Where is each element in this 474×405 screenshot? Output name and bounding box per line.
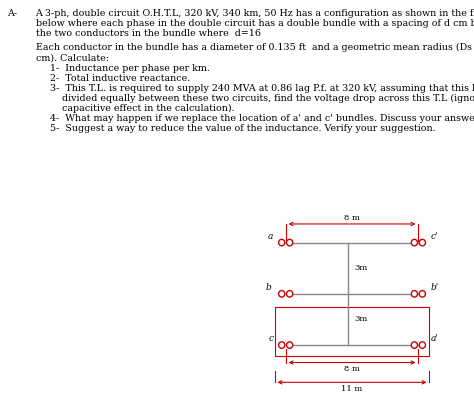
Text: below where each phase in the double circuit has a double bundle with a spacing : below where each phase in the double cir… — [36, 19, 474, 28]
Circle shape — [419, 239, 426, 246]
Text: 3m: 3m — [354, 315, 367, 324]
Text: divided equally between these two circuits, find the voltage drop across this T.: divided equally between these two circui… — [62, 94, 474, 103]
Text: Each conductor in the bundle has a diameter of 0.135 ft  and a geometric mean ra: Each conductor in the bundle has a diame… — [36, 43, 474, 53]
Text: 3-  This T.L. is required to supply 240 MVA at 0.86 lag P.f. at 320 kV, assuming: 3- This T.L. is required to supply 240 M… — [50, 84, 474, 93]
Text: 3m: 3m — [354, 264, 367, 272]
Circle shape — [419, 290, 426, 297]
Text: A 3-ph, double circuit O.H.T.L, 320 kV, 340 km, 50 Hz has a configuration as sho: A 3-ph, double circuit O.H.T.L, 320 kV, … — [36, 9, 474, 18]
Text: A-: A- — [7, 9, 17, 18]
Text: a': a' — [430, 334, 438, 343]
Circle shape — [419, 342, 426, 348]
Text: capacitive effect in the calculation).: capacitive effect in the calculation). — [62, 104, 234, 113]
Circle shape — [287, 290, 293, 297]
Text: cm). Calculate:: cm). Calculate: — [36, 53, 109, 62]
Circle shape — [287, 342, 293, 348]
Text: 1-  Inductance per phase per km.: 1- Inductance per phase per km. — [50, 64, 210, 72]
Circle shape — [279, 342, 285, 348]
Text: b': b' — [430, 283, 439, 292]
Text: 8 m: 8 m — [344, 213, 360, 222]
Circle shape — [411, 290, 418, 297]
Text: a: a — [268, 232, 273, 241]
Text: 5-  Suggest a way to reduce the value of the inductance. Verify your suggestion.: 5- Suggest a way to reduce the value of … — [50, 124, 436, 133]
Circle shape — [411, 239, 418, 246]
Text: 2-  Total inductive reactance.: 2- Total inductive reactance. — [50, 74, 190, 83]
Text: c: c — [268, 334, 273, 343]
Text: 11 m: 11 m — [341, 385, 363, 393]
Text: the two conductors in the bundle where  d=16: the two conductors in the bundle where d… — [36, 29, 261, 38]
Circle shape — [279, 239, 285, 246]
Text: b: b — [265, 283, 271, 292]
Text: 4-  What may happen if we replace the location of a' and c' bundles. Discuss you: 4- What may happen if we replace the loc… — [50, 114, 474, 123]
Circle shape — [279, 290, 285, 297]
Bar — [274, 307, 429, 356]
Circle shape — [411, 342, 418, 348]
Text: c': c' — [430, 232, 438, 241]
Text: 8 m: 8 m — [344, 365, 360, 373]
Circle shape — [287, 239, 293, 246]
